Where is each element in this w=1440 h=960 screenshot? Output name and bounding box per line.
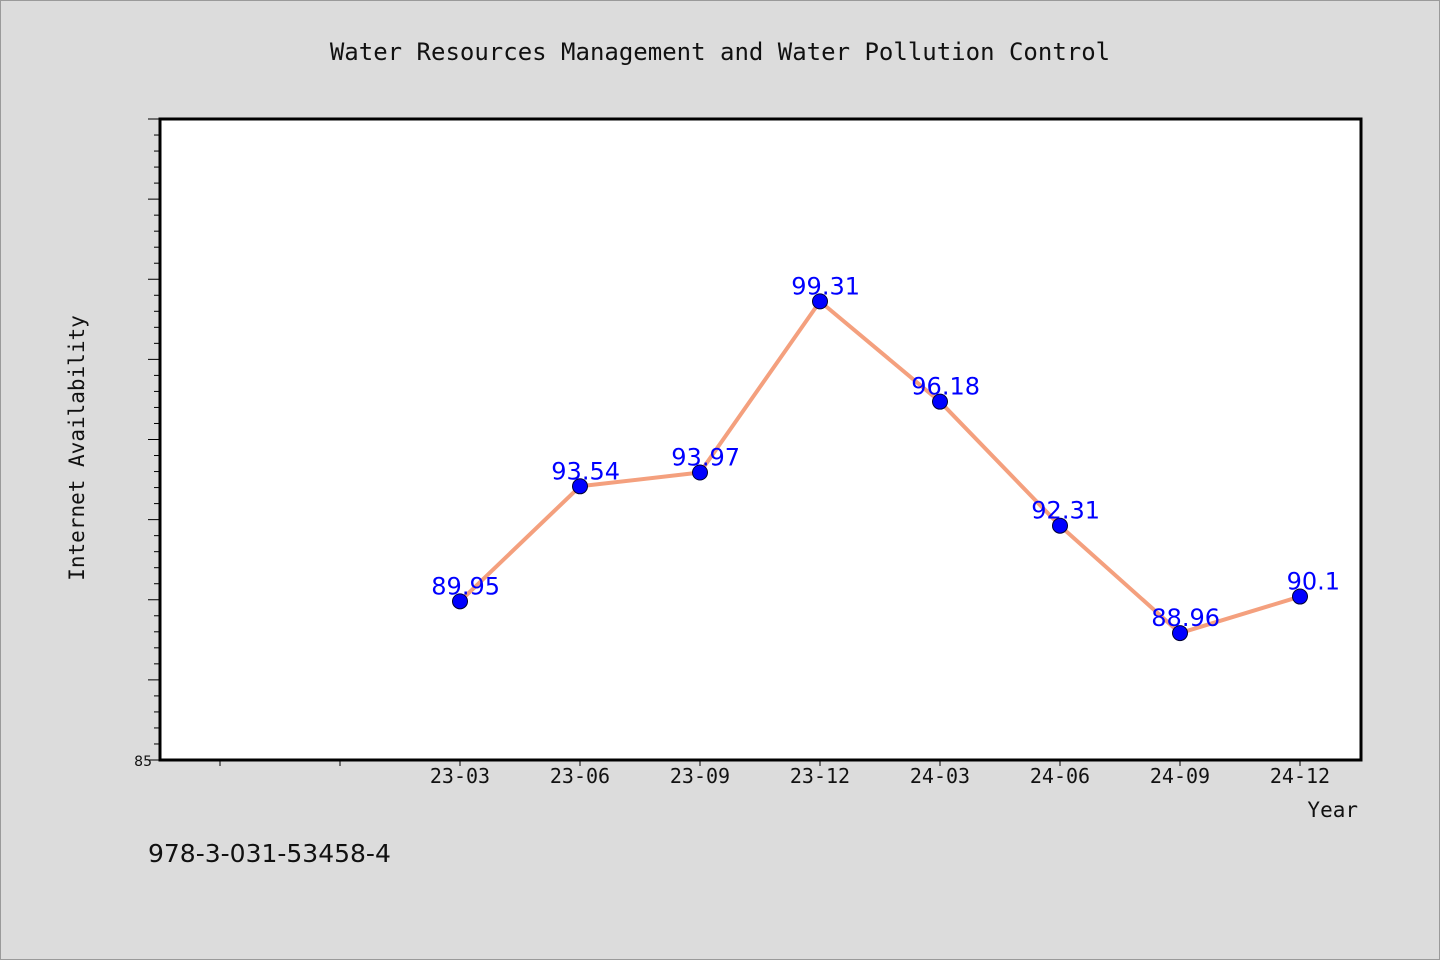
data-label: 90.1 [1287,568,1340,596]
data-label: 89.95 [431,572,500,600]
data-point [812,293,828,310]
x-tick-label: 23-06 [550,764,610,788]
data-point [932,393,948,410]
data-label: 96.18 [911,373,980,401]
data-label: 92.31 [1031,497,1100,525]
x-axis-ticks: 23-03 23-06 23-09 23-12 24-03 24-06 24-09 24-12 [219,760,1330,788]
data-point [572,478,588,495]
data-series: 89.95 93.54 93.97 99.31 96.18 92.31 88.96 90.1 [431,272,1340,642]
isbn-text: 978-3-031-53458-4 [148,839,391,868]
data-point [692,464,708,481]
x-tick-label: 24-06 [1030,764,1090,788]
data-label: 99.31 [791,272,860,300]
data-point [452,593,468,610]
y-axis-ticks: 85 [134,118,160,770]
x-tick-label: 24-09 [1150,764,1210,788]
y-axis-label: Internet Availability [65,315,89,581]
x-tick-label: 23-09 [670,764,730,788]
data-point [1292,588,1308,605]
chart-title: Water Resources Management and Water Pol… [330,38,1110,66]
data-label: 88.96 [1151,604,1220,632]
data-label: 93.97 [671,444,740,472]
plot-area [158,117,1363,762]
data-point [1172,625,1188,642]
x-tick-label: 23-12 [790,764,850,788]
x-axis-label: Year [1307,798,1358,822]
y-tick-label: 85 [134,754,152,770]
x-tick-label: 24-03 [910,764,970,788]
data-label: 93.54 [551,457,620,485]
series-line [458,299,1301,636]
data-point [1052,517,1068,534]
x-tick-label: 24-12 [1270,764,1330,788]
x-tick-label: 23-03 [430,764,490,788]
